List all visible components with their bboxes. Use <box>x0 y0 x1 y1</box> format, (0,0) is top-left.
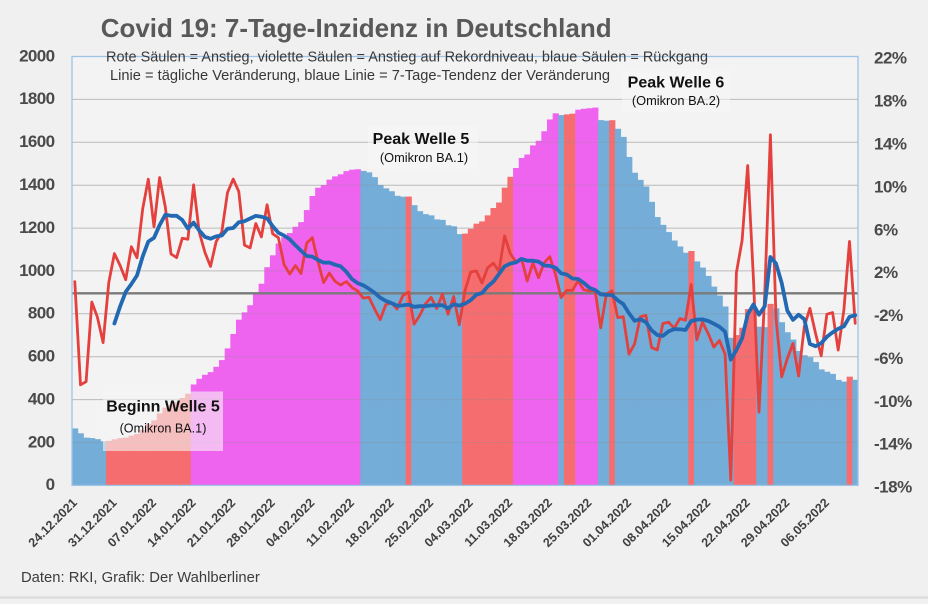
svg-text:(Omikron BA.1): (Omikron BA.1) <box>380 150 468 165</box>
svg-text:6%: 6% <box>874 220 898 239</box>
svg-text:Linie = tägliche Veränderung,: Linie = tägliche Veränderung, blaue Lini… <box>110 68 610 84</box>
svg-text:1600: 1600 <box>19 132 55 151</box>
svg-text:-18%: -18% <box>874 478 912 497</box>
svg-text:10%: 10% <box>874 177 907 196</box>
svg-text:2000: 2000 <box>19 46 55 65</box>
svg-text:22%: 22% <box>874 49 907 68</box>
svg-text:1400: 1400 <box>19 175 55 194</box>
svg-text:Peak Welle 5: Peak Welle 5 <box>373 131 470 148</box>
svg-text:18%: 18% <box>874 92 907 111</box>
svg-text:-14%: -14% <box>874 435 912 454</box>
svg-text:-10%: -10% <box>874 392 912 411</box>
svg-text:1000: 1000 <box>19 261 55 280</box>
svg-text:1200: 1200 <box>19 218 55 237</box>
svg-text:200: 200 <box>28 432 55 451</box>
svg-text:Peak Welle 6: Peak Welle 6 <box>628 75 725 92</box>
svg-text:(Omikron BA.2): (Omikron BA.2) <box>632 93 720 108</box>
svg-text:0: 0 <box>46 475 55 494</box>
svg-text:Rote Säulen = Anstieg, violett: Rote Säulen = Anstieg, violette Säulen =… <box>106 50 708 66</box>
svg-text:-6%: -6% <box>874 349 903 368</box>
svg-text:1800: 1800 <box>19 89 55 108</box>
svg-text:400: 400 <box>28 389 55 408</box>
svg-text:800: 800 <box>28 304 55 323</box>
svg-text:(Omikron BA.1): (Omikron BA.1) <box>120 422 207 436</box>
svg-text:14%: 14% <box>874 135 907 154</box>
svg-text:Beginn Welle 5: Beginn Welle 5 <box>106 399 220 416</box>
svg-text:Covid 19: 7-Tage-Inzidenz in D: Covid 19: 7-Tage-Inzidenz in Deutschland <box>101 13 612 43</box>
svg-text:Daten: RKI, Grafik: Der Wahlbe: Daten: RKI, Grafik: Der Wahlberliner <box>21 570 260 586</box>
svg-text:2%: 2% <box>874 263 898 282</box>
svg-text:-2%: -2% <box>874 306 903 325</box>
svg-text:600: 600 <box>28 347 55 366</box>
